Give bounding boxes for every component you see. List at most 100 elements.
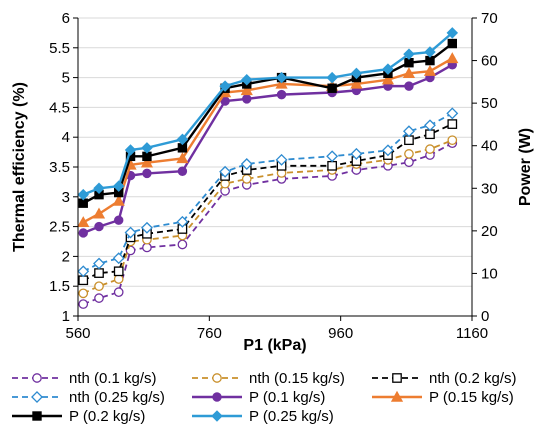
y-right-tick-label: 50 xyxy=(481,95,498,112)
data-point xyxy=(94,281,104,292)
y-left-tick-label: 3.5 xyxy=(49,159,70,176)
y-left-tick-label: 3 xyxy=(62,189,70,206)
y-left-tick-label: 5 xyxy=(62,70,70,87)
legend-label: P (0.2 kg/s) xyxy=(69,408,145,425)
data-point xyxy=(447,135,458,146)
data-point xyxy=(177,239,188,250)
data-point xyxy=(240,84,253,96)
series-3 xyxy=(77,107,459,278)
data-point xyxy=(446,107,459,120)
data-point xyxy=(326,71,338,84)
series-7 xyxy=(77,27,459,201)
legend-label: nth (0.15 kg/s) xyxy=(249,370,345,387)
legend-item: P (0.15 kg/s) xyxy=(372,389,514,406)
data-point xyxy=(425,129,435,140)
data-point xyxy=(78,288,89,299)
y-left-tick-label: 6 xyxy=(62,10,70,27)
series-layer xyxy=(77,27,459,309)
data-point xyxy=(276,89,287,100)
data-point xyxy=(112,180,125,192)
legend-marker xyxy=(212,373,222,383)
legend-label: nth (0.1 kg/s) xyxy=(69,370,157,387)
series-line xyxy=(82,42,454,205)
data-point xyxy=(176,152,189,164)
legend-item: nth (0.25 kg/s) xyxy=(12,389,165,406)
legend-label: P (0.25 kg/s) xyxy=(249,408,334,425)
data-point xyxy=(112,194,125,206)
y-left-tick-label: 2 xyxy=(62,248,70,265)
legend-marker xyxy=(32,411,42,421)
legend-label: P (0.1 kg/s) xyxy=(249,389,325,406)
data-point xyxy=(92,207,106,219)
series-1 xyxy=(78,135,458,299)
data-point xyxy=(424,119,436,132)
data-point xyxy=(78,228,88,238)
y-left-tick-label: 2.5 xyxy=(49,219,70,236)
legend-item: P (0.1 kg/s) xyxy=(192,389,325,406)
tick-labels: 560 760 960 116011.522.533.544.555.56010203… xyxy=(49,10,498,342)
data-point xyxy=(275,153,288,166)
y-axis-right-title: Power (W) xyxy=(517,128,534,206)
legend-item: P (0.25 kg/s) xyxy=(192,408,334,425)
legend-item: P (0.2 kg/s) xyxy=(12,408,145,425)
legend-marker xyxy=(32,373,42,383)
y-left-tick-label: 1.5 xyxy=(49,278,70,295)
data-point xyxy=(77,265,90,278)
data-point xyxy=(327,83,337,93)
data-point xyxy=(113,266,124,277)
data-point xyxy=(140,221,153,234)
data-point xyxy=(176,133,189,146)
legend-marker xyxy=(390,390,404,402)
legend-item: nth (0.15 kg/s) xyxy=(192,370,345,387)
data-point xyxy=(113,287,124,298)
data-point xyxy=(78,275,89,286)
data-point xyxy=(446,27,459,39)
data-point xyxy=(447,119,458,129)
data-point xyxy=(141,142,153,154)
series-line xyxy=(82,123,453,282)
y-axis-left-title: Thermal efficiency (%) xyxy=(11,82,28,252)
x-tick-label: 560 xyxy=(65,325,90,342)
data-point xyxy=(124,226,137,239)
data-point xyxy=(402,67,416,79)
data-point xyxy=(219,80,231,92)
legend-marker xyxy=(31,391,43,403)
data-point xyxy=(404,149,414,159)
x-axis-title: P1 (kPa) xyxy=(243,337,306,354)
data-point xyxy=(447,38,458,49)
y-right-tick-label: 10 xyxy=(481,265,498,282)
data-point xyxy=(94,293,104,303)
data-point xyxy=(424,46,436,58)
y-left-tick-label: 4 xyxy=(62,129,70,146)
data-point xyxy=(381,73,395,85)
y-left-tick-label: 1 xyxy=(62,308,70,325)
data-point xyxy=(326,150,339,163)
legend-label: P (0.15 kg/s) xyxy=(429,389,514,406)
legend-item: nth (0.2 kg/s) xyxy=(372,370,517,387)
data-point xyxy=(327,160,337,171)
axes xyxy=(73,17,477,321)
y-right-tick-label: 70 xyxy=(481,10,498,27)
data-point xyxy=(176,215,189,228)
series-2 xyxy=(78,119,458,286)
series-line xyxy=(82,57,453,224)
data-point xyxy=(240,158,253,170)
x-tick-label: 1160 xyxy=(456,325,488,342)
legend-item: nth (0.1 kg/s) xyxy=(12,370,157,387)
data-point xyxy=(177,166,188,176)
data-point xyxy=(404,157,414,168)
data-point xyxy=(241,174,252,184)
data-point xyxy=(124,144,137,156)
data-point xyxy=(350,77,363,89)
data-point xyxy=(93,257,105,270)
x-tick-label: 760 xyxy=(197,325,222,342)
data-point xyxy=(403,48,415,60)
data-point xyxy=(275,71,288,84)
legend: nth (0.1 kg/s) nth (0.15 kg/s) nth (0.2 kg… xyxy=(12,370,517,425)
data-point xyxy=(242,94,252,104)
data-point xyxy=(112,252,125,265)
y-right-tick-label: 0 xyxy=(481,308,489,325)
data-point xyxy=(425,144,435,154)
data-point xyxy=(241,73,253,86)
